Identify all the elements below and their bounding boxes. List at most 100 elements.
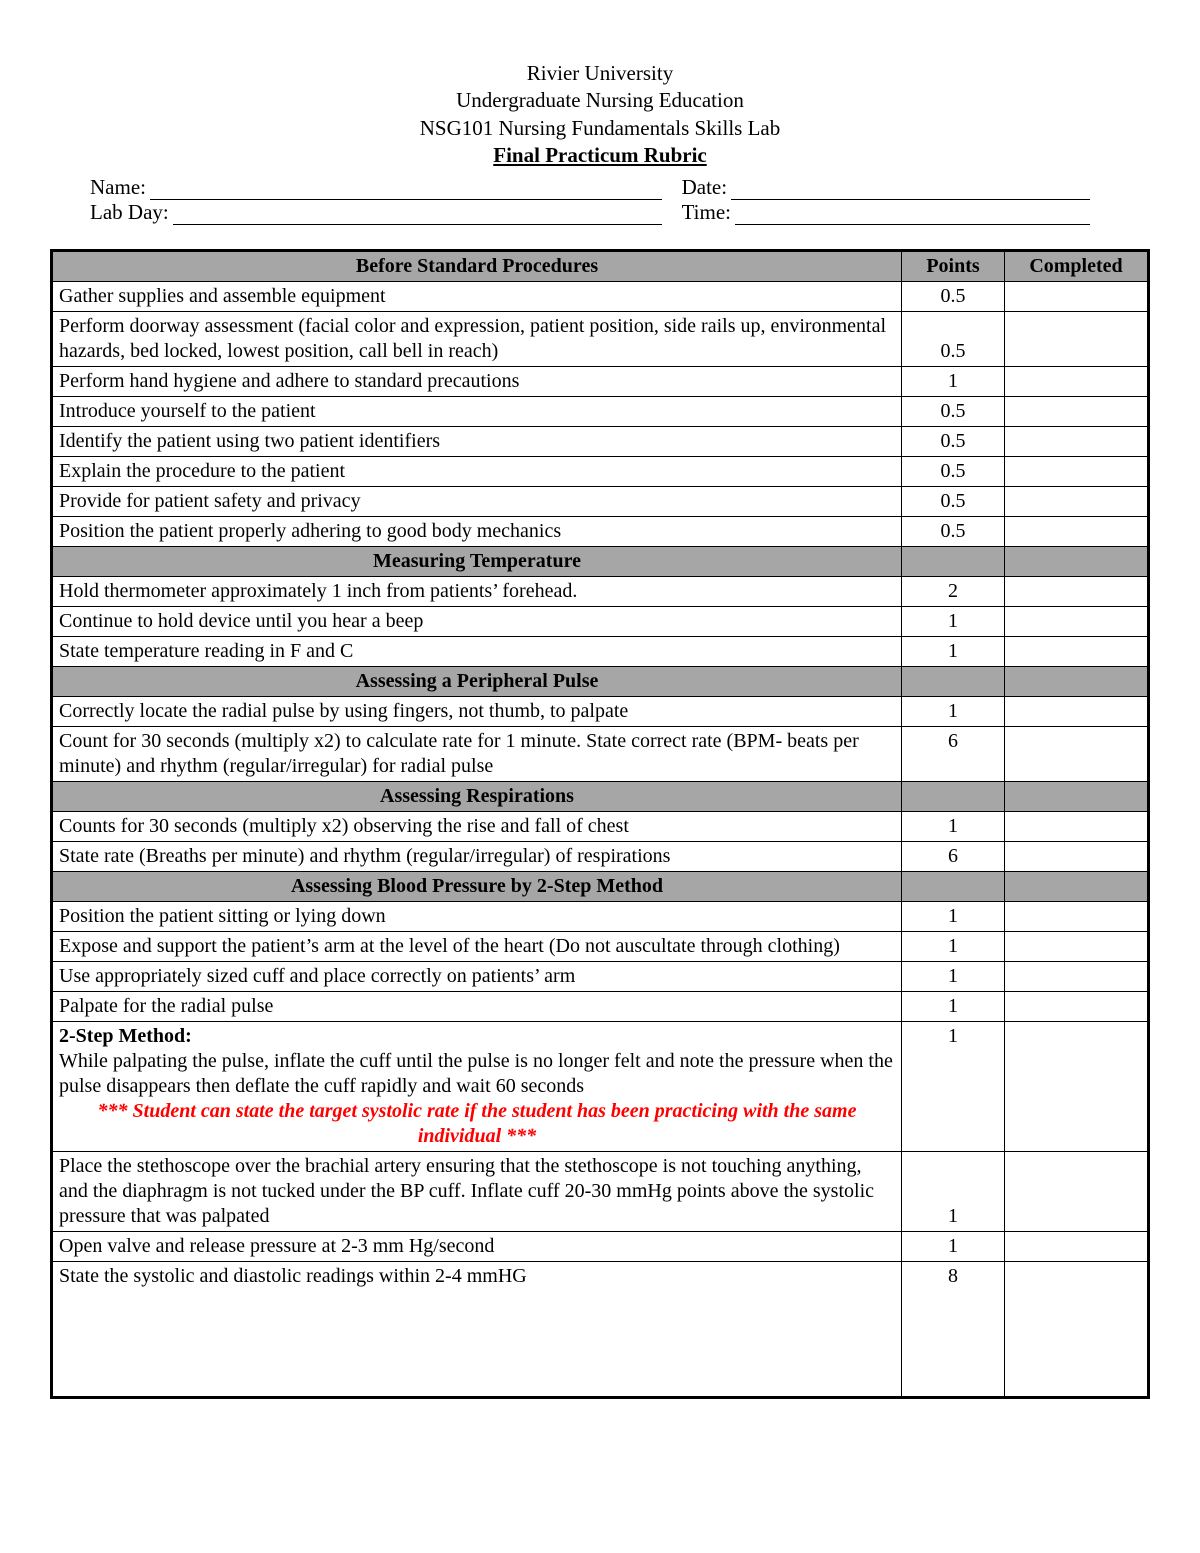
rubric-row-points: 0.5 <box>902 397 1005 427</box>
rubric-row-desc: Palpate for the radial pulse <box>52 992 902 1022</box>
points-column-header <box>902 782 1005 812</box>
rubric-row-completed[interactable] <box>1005 992 1149 1022</box>
time-field-line[interactable] <box>735 202 1090 225</box>
section-header-row: Assessing Blood Pressure by 2-Step Metho… <box>52 872 1149 902</box>
rubric-row: Place the stethoscope over the brachial … <box>52 1152 1149 1232</box>
rubric-row: Gather supplies and assemble equipment0.… <box>52 282 1149 312</box>
rubric-row-completed[interactable] <box>1005 517 1149 547</box>
rubric-row: Counts for 30 seconds (multiply x2) obse… <box>52 812 1149 842</box>
rubric-row-desc: Position the patient properly adhering t… <box>52 517 902 547</box>
rubric-row: Hold thermometer approximately 1 inch fr… <box>52 577 1149 607</box>
section-title: Assessing Respirations <box>52 782 902 812</box>
rubric-row-desc: Provide for patient safety and privacy <box>52 487 902 517</box>
rubric-row-desc: Open valve and release pressure at 2-3 m… <box>52 1232 902 1262</box>
rubric-row-points: 8 <box>902 1262 1005 1398</box>
rubric-row: Position the patient properly adhering t… <box>52 517 1149 547</box>
rubric-row-completed[interactable] <box>1005 812 1149 842</box>
rubric-row-points: 1 <box>902 1022 1005 1152</box>
rubric-row-completed[interactable] <box>1005 427 1149 457</box>
rubric-row: Count for 30 seconds (multiply x2) to ca… <box>52 727 1149 782</box>
section-header-row: Measuring Temperature <box>52 547 1149 577</box>
rubric-row-desc: Hold thermometer approximately 1 inch fr… <box>52 577 902 607</box>
rubric-body: Before Standard ProceduresPointsComplete… <box>52 251 1149 1398</box>
labday-field-line[interactable] <box>173 202 662 225</box>
rubric-row-desc: Use appropriately sized cuff and place c… <box>52 962 902 992</box>
rubric-row-points: 1 <box>902 902 1005 932</box>
rubric-row: Palpate for the radial pulse1 <box>52 992 1149 1022</box>
rubric-row-points: 0.5 <box>902 517 1005 547</box>
completed-column-header <box>1005 547 1149 577</box>
rubric-row-desc: Identify the patient using two patient i… <box>52 427 902 457</box>
rubric-row-desc: State temperature reading in F and C <box>52 637 902 667</box>
red-note: *** Student can state the target systoli… <box>59 1099 895 1149</box>
rubric-row: Provide for patient safety and privacy0.… <box>52 487 1149 517</box>
rubric-row-points: 1 <box>902 697 1005 727</box>
rubric-row-desc: Correctly locate the radial pulse by usi… <box>52 697 902 727</box>
time-label: Time: <box>682 200 731 225</box>
rubric-row-points: 1 <box>902 637 1005 667</box>
rubric-row-completed[interactable] <box>1005 842 1149 872</box>
rubric-row-completed[interactable] <box>1005 1232 1149 1262</box>
rubric-row-points: 0.5 <box>902 427 1005 457</box>
date-field-line[interactable] <box>731 177 1090 200</box>
meta-row-1: Name: Date: <box>90 175 1110 200</box>
document-header: Rivier University Undergraduate Nursing … <box>50 60 1150 169</box>
rubric-row-desc: Continue to hold device until you hear a… <box>52 607 902 637</box>
rubric-row-desc: Introduce yourself to the patient <box>52 397 902 427</box>
header-line-3: NSG101 Nursing Fundamentals Skills Lab <box>50 115 1150 142</box>
rubric-row: State rate (Breaths per minute) and rhyt… <box>52 842 1149 872</box>
rubric-row-points: 1 <box>902 607 1005 637</box>
rubric-row-completed[interactable] <box>1005 1152 1149 1232</box>
rubric-row-completed[interactable] <box>1005 962 1149 992</box>
section-header-row: Assessing Respirations <box>52 782 1149 812</box>
completed-column-header <box>1005 782 1149 812</box>
rubric-row-completed[interactable] <box>1005 487 1149 517</box>
rubric-row: Position the patient sitting or lying do… <box>52 902 1149 932</box>
rubric-row-completed[interactable] <box>1005 1022 1149 1152</box>
rubric-row-completed[interactable] <box>1005 1262 1149 1398</box>
rubric-row-completed[interactable] <box>1005 312 1149 367</box>
rubric-row: State the systolic and diastolic reading… <box>52 1262 1149 1398</box>
points-column-header <box>902 667 1005 697</box>
rubric-row-points: 1 <box>902 992 1005 1022</box>
rubric-row-completed[interactable] <box>1005 697 1149 727</box>
points-column-header <box>902 872 1005 902</box>
rubric-row-completed[interactable] <box>1005 367 1149 397</box>
rubric-row-points: 1 <box>902 367 1005 397</box>
rubric-row-points: 1 <box>902 1232 1005 1262</box>
rubric-row-points: 2 <box>902 577 1005 607</box>
rubric-row-completed[interactable] <box>1005 457 1149 487</box>
rubric-row-completed[interactable] <box>1005 637 1149 667</box>
rubric-table: Before Standard ProceduresPointsComplete… <box>50 249 1150 1399</box>
section-header-row: Before Standard ProceduresPointsComplete… <box>52 251 1149 282</box>
rubric-row-points: 0.5 <box>902 457 1005 487</box>
rubric-row-completed[interactable] <box>1005 727 1149 782</box>
rubric-row-completed[interactable] <box>1005 397 1149 427</box>
completed-column-header: Completed <box>1005 251 1149 282</box>
rubric-row-completed[interactable] <box>1005 607 1149 637</box>
rubric-row-completed[interactable] <box>1005 282 1149 312</box>
rubric-row-points: 6 <box>902 842 1005 872</box>
rubric-row-completed[interactable] <box>1005 932 1149 962</box>
rubric-row-completed[interactable] <box>1005 902 1149 932</box>
header-title: Final Practicum Rubric <box>50 142 1150 169</box>
header-line-2: Undergraduate Nursing Education <box>50 87 1150 114</box>
rubric-row: Expose and support the patient’s arm at … <box>52 932 1149 962</box>
points-column-header: Points <box>902 251 1005 282</box>
section-title: Measuring Temperature <box>52 547 902 577</box>
rubric-row-desc: State rate (Breaths per minute) and rhyt… <box>52 842 902 872</box>
rubric-row-desc: 2-Step Method:While palpating the pulse,… <box>52 1022 902 1152</box>
rubric-row-desc: Perform hand hygiene and adhere to stand… <box>52 367 902 397</box>
rubric-row-desc: Place the stethoscope over the brachial … <box>52 1152 902 1232</box>
completed-column-header <box>1005 872 1149 902</box>
rubric-row-desc: Expose and support the patient’s arm at … <box>52 932 902 962</box>
name-label: Name: <box>90 175 146 200</box>
rubric-row-desc: Explain the procedure to the patient <box>52 457 902 487</box>
rubric-row: Correctly locate the radial pulse by usi… <box>52 697 1149 727</box>
rubric-row-completed[interactable] <box>1005 577 1149 607</box>
points-column-header <box>902 547 1005 577</box>
labday-label: Lab Day: <box>90 200 169 225</box>
name-field-line[interactable] <box>150 177 662 200</box>
page: Rivier University Undergraduate Nursing … <box>0 0 1200 1459</box>
completed-column-header <box>1005 667 1149 697</box>
